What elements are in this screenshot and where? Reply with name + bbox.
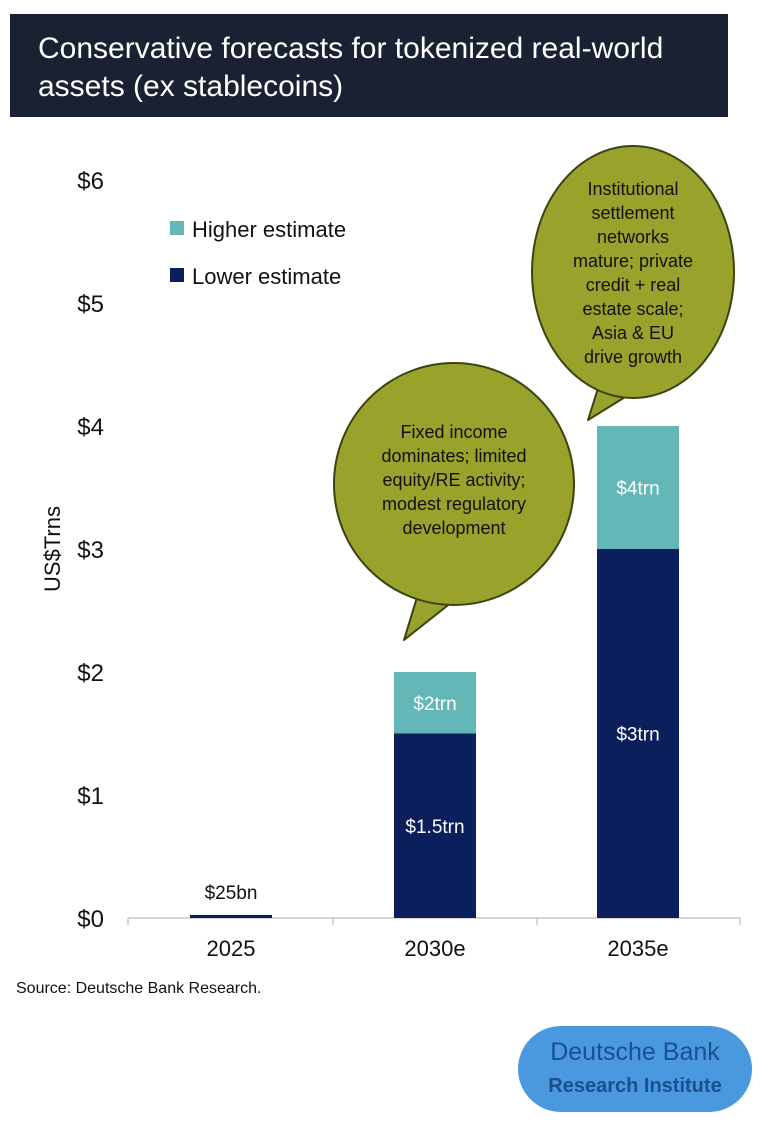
callout-text-line: Institutional (587, 179, 678, 199)
chart-title-bar: Conservative forecasts for tokenized rea… (10, 14, 728, 117)
source-note: Source: Deutsche Bank Research. (16, 980, 262, 997)
data-label: $3trn (616, 725, 659, 746)
x-tick-label: 2035e (607, 936, 668, 961)
chart: $0 $1 $2 $3 $4 $5 $6 US$Trns 2025 2030e 2035e $25bn… (40, 145, 741, 961)
y-tick-label: $5 (77, 291, 104, 318)
bar-lower-estimate (190, 914, 272, 918)
bar-lower-estimate (394, 733, 476, 918)
y-tick-label: $3 (77, 537, 104, 564)
callout-tail-seam (600, 382, 630, 394)
callout-tail-seam (418, 592, 452, 602)
callout-text-line: modest regulatory (382, 494, 526, 514)
chart-title: Conservative forecasts for tokenized rea… (38, 32, 664, 103)
callout-text-line: development (402, 518, 505, 538)
deutsche-bank-logo: Deutsche Bank Research Institute (518, 1026, 752, 1112)
legend-swatch (170, 221, 184, 235)
callout-bubble (333, 362, 575, 606)
data-label: $2trn (413, 694, 456, 715)
y-tick-label: $1 (77, 783, 104, 810)
callout-text-line: credit + real (586, 275, 681, 295)
legend-swatch (170, 268, 184, 282)
bar-lower-estimate (597, 549, 679, 918)
callout-text-line: equity/RE activity; (382, 470, 525, 490)
data-label: $1.5trn (405, 817, 464, 838)
legend-label: Higher estimate (192, 217, 346, 242)
callout-text-line: networks (597, 227, 669, 247)
callout-bubble (531, 145, 735, 399)
callout-text-line: Fixed income (400, 422, 507, 442)
bar-higher-estimate (394, 672, 476, 734)
callout-text-line: settlement (591, 203, 674, 223)
logo-brand-name: Deutsche Bank (550, 1038, 720, 1066)
callout-text-line: drive growth (584, 347, 682, 367)
callout-text-line: mature; private (573, 251, 693, 271)
logo-subtitle: Research Institute (548, 1075, 722, 1097)
callout-text-line: estate scale; (582, 299, 683, 319)
y-tick-label: $6 (77, 168, 104, 195)
data-label: $4trn (616, 479, 659, 500)
x-tick-label: 2025 (207, 936, 256, 961)
x-tick-label: 2030e (404, 936, 465, 961)
legend-label: Lower estimate (192, 264, 341, 289)
callout-text-line: Asia & EU (592, 323, 674, 343)
bar-higher-estimate (597, 426, 679, 549)
callout-text-line: dominates; limited (381, 446, 526, 466)
y-tick-label: $4 (77, 414, 104, 441)
y-tick-label: $0 (77, 906, 104, 933)
y-axis-title: US$Trns (40, 506, 65, 592)
y-tick-label: $2 (77, 660, 104, 687)
data-label: $25bn (205, 883, 258, 904)
